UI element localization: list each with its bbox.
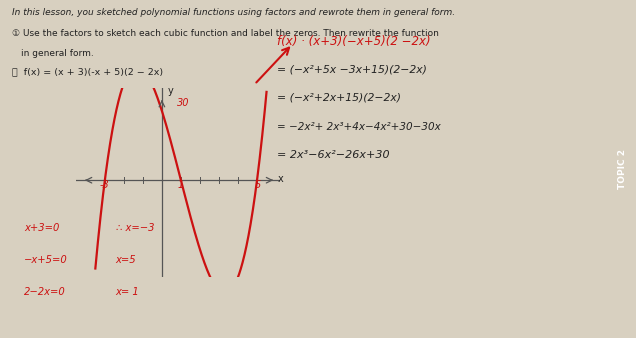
Text: y: y bbox=[168, 86, 174, 96]
Text: 1: 1 bbox=[178, 180, 184, 190]
Text: 2−2x=0: 2−2x=0 bbox=[24, 287, 66, 297]
Text: = −2x²+ 2x³+4x−4x²+30−30x: = −2x²+ 2x³+4x−4x²+30−30x bbox=[277, 122, 441, 132]
Text: 5: 5 bbox=[255, 180, 261, 190]
Text: −x+5=0: −x+5=0 bbox=[24, 255, 68, 265]
Text: ① Use the factors to sketch each cubic function and label the zeros. Then rewrit: ① Use the factors to sketch each cubic f… bbox=[12, 29, 439, 38]
Text: in general form.: in general form. bbox=[22, 49, 94, 58]
Text: f(x) · (x+3)(−x+5)(2 −2x): f(x) · (x+3)(−x+5)(2 −2x) bbox=[277, 35, 431, 48]
Text: In this lesson, you sketched polynomial functions using factors and rewrote them: In this lesson, you sketched polynomial … bbox=[12, 8, 455, 18]
Text: 30: 30 bbox=[177, 97, 190, 107]
Text: -3: -3 bbox=[100, 180, 110, 190]
Text: = (−x²+2x+15)(2−2x): = (−x²+2x+15)(2−2x) bbox=[277, 93, 401, 103]
Text: x+3=0: x+3=0 bbox=[24, 223, 60, 233]
Text: = (−x²+5x −3x+15)(2−2x): = (−x²+5x −3x+15)(2−2x) bbox=[277, 64, 427, 74]
Text: x= 1: x= 1 bbox=[116, 287, 139, 297]
Text: x=5: x=5 bbox=[116, 255, 136, 265]
Text: TOPIC 2: TOPIC 2 bbox=[618, 149, 627, 189]
Text: = 2x³−6x²−26x+30: = 2x³−6x²−26x+30 bbox=[277, 150, 390, 161]
Text: x: x bbox=[278, 174, 284, 184]
Text: ∴ x=−3: ∴ x=−3 bbox=[116, 223, 155, 233]
Text: ⓐ  f(x) = (x + 3)(-x + 5)(2 − 2x): ⓐ f(x) = (x + 3)(-x + 5)(2 − 2x) bbox=[12, 68, 163, 77]
